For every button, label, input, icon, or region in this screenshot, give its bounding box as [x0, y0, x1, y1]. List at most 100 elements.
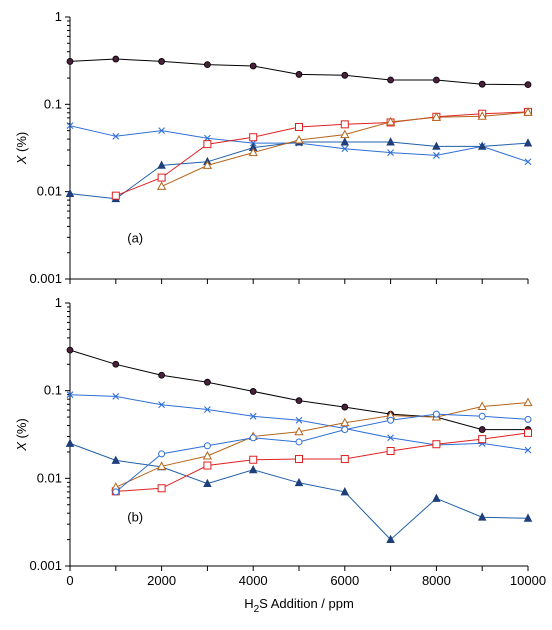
series-line — [69, 349, 528, 431]
data-point — [295, 71, 303, 78]
series-4-triangle-open — [156, 107, 533, 190]
data-point — [203, 461, 212, 470]
data-point — [432, 493, 441, 502]
y-tick-label: 1 — [55, 9, 62, 24]
y-axis-label-symbol: X — [14, 441, 29, 452]
data-point — [294, 477, 304, 487]
y-axis-label-unit: (%) — [14, 132, 29, 156]
x-axis-label: H2S Addition / ppm — [244, 596, 354, 615]
data-point — [523, 397, 533, 407]
data-point — [156, 461, 167, 470]
data-point — [66, 346, 74, 354]
data-point — [158, 127, 165, 135]
series-4-triangle-open — [111, 397, 533, 491]
data-point — [203, 61, 211, 69]
y-tick-label: 0.01 — [37, 470, 62, 485]
x-tick-label: 0 — [66, 573, 73, 588]
data-point — [295, 397, 303, 405]
panel-label: (a) — [127, 230, 143, 245]
data-point — [156, 181, 167, 190]
panel-a: 0.001 0.01 0.1 1 X (%) (a) — [14, 9, 533, 286]
data-point — [477, 141, 487, 150]
data-point — [432, 440, 441, 449]
series-3-square-open — [111, 107, 532, 200]
data-point — [295, 455, 303, 464]
data-point — [387, 416, 395, 424]
series-2-triangle-filled — [65, 438, 533, 544]
data-point — [524, 446, 532, 454]
series-line — [115, 111, 529, 197]
data-point — [158, 401, 165, 409]
data-point — [112, 393, 120, 400]
data-point — [523, 513, 533, 522]
y-axis-label: X (%) — [14, 132, 29, 166]
data-point — [65, 438, 75, 447]
data-point — [432, 141, 441, 150]
series-line — [115, 413, 529, 493]
data-point — [65, 188, 75, 198]
data-point — [524, 81, 532, 89]
data-point — [111, 191, 120, 200]
data-point — [432, 76, 440, 84]
data-point — [249, 455, 258, 464]
data-point — [66, 391, 74, 399]
data-point — [203, 140, 212, 149]
data-point — [477, 111, 487, 120]
series-line — [115, 402, 529, 488]
data-point — [157, 173, 166, 182]
panel-b: 0.001 0.01 0.1 1 0 2000 4000 6000 8000 10000 X (%)… — [14, 295, 546, 615]
data-point — [158, 371, 166, 379]
data-point — [294, 426, 304, 436]
data-point — [386, 447, 395, 456]
data-point — [341, 403, 349, 411]
data-point — [387, 76, 395, 84]
y-tick-label: 0.001 — [29, 558, 62, 573]
y-axis-label: X (%) — [14, 418, 29, 452]
data-point — [294, 134, 304, 144]
y-tick-label: 0.1 — [44, 96, 62, 111]
data-point — [66, 58, 74, 65]
data-point — [202, 450, 213, 460]
data-point — [477, 512, 487, 521]
series-5-circle-open — [112, 410, 532, 496]
y-tick-label: 0.01 — [37, 184, 62, 199]
x-tick-label: 10000 — [510, 573, 546, 588]
data-point — [340, 487, 350, 496]
data-point — [386, 534, 395, 544]
data-point — [112, 55, 120, 63]
x-axis-label-rest: S Addition / ppm — [259, 596, 354, 611]
data-point — [157, 484, 166, 493]
data-point — [341, 71, 349, 79]
data-point — [204, 134, 211, 142]
series-0-circle-filled — [66, 55, 532, 89]
data-point — [203, 478, 212, 488]
data-point — [112, 488, 120, 496]
data-point — [341, 145, 349, 153]
data-point — [477, 401, 487, 410]
data-point — [524, 415, 532, 423]
data-point — [204, 406, 211, 413]
data-point — [249, 434, 257, 442]
data-point — [340, 120, 349, 129]
data-point — [158, 58, 166, 65]
y-axis-label-symbol: X — [14, 154, 29, 165]
x-tick-label: 8000 — [422, 573, 451, 588]
data-point — [111, 455, 121, 464]
data-point — [478, 426, 486, 433]
data-point — [341, 426, 349, 434]
data-point — [433, 152, 440, 159]
data-point — [385, 116, 396, 126]
data-point — [478, 412, 486, 420]
data-point — [112, 360, 120, 368]
y-tick-label: 1 — [55, 295, 62, 310]
data-point — [158, 450, 166, 458]
data-point — [340, 417, 350, 427]
data-point — [249, 388, 257, 395]
data-point — [248, 464, 258, 474]
data-point — [432, 410, 440, 418]
data-point — [523, 107, 533, 116]
data-point — [295, 123, 303, 132]
data-point — [203, 442, 211, 450]
